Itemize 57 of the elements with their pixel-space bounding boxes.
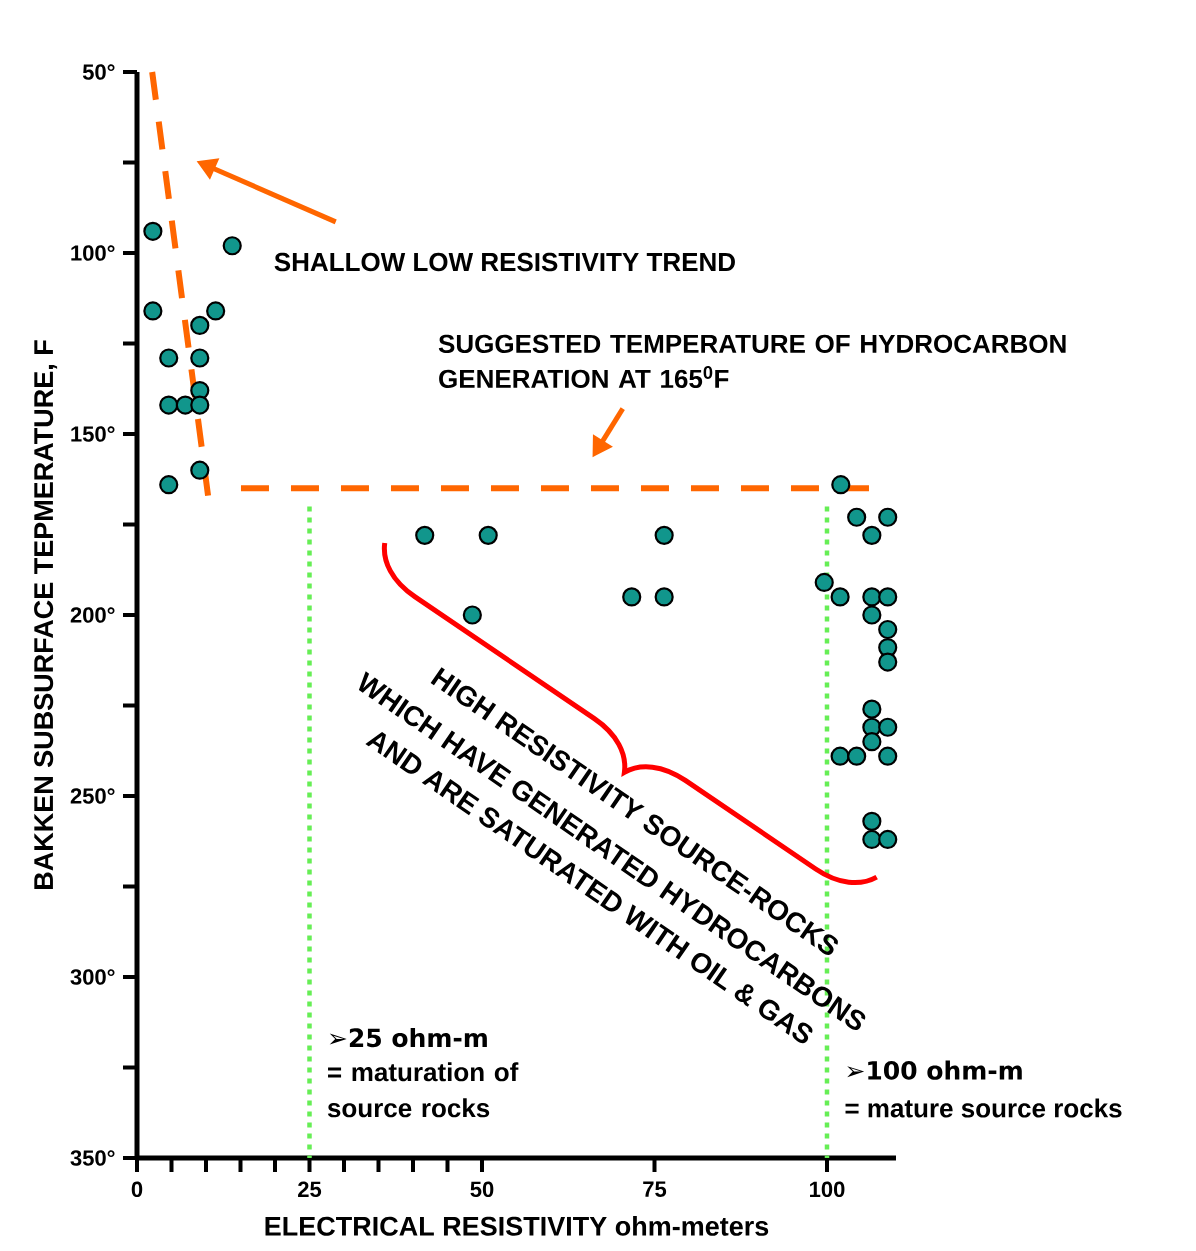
point [143,221,163,241]
x-axis-title: ELECTRICAL RESISTIVITY ohm-meters [265,1215,769,1236]
y-tick-label: 250° [70,788,115,804]
point [878,717,898,737]
x-tick-label: 25 [298,1181,322,1198]
point [847,507,867,527]
y-tick-label: 350° [70,1150,115,1166]
x-tick-label: 0 [131,1181,143,1198]
annotation: = maturation of source rocks [327,1062,519,1118]
point [878,507,898,527]
y-tick-label: 100° [71,245,115,261]
point [222,236,242,256]
point [830,587,850,607]
point [159,395,179,415]
point [878,587,898,607]
point [143,301,163,321]
annotation: SUGGESTED TEMPERATURE OF HYDROCARBON GENERATION AT 165$^{0}$F [438,334,1066,389]
y-tick-label: 300° [70,969,115,985]
point [878,746,898,766]
point [862,811,882,831]
ref-line-label: ➢25 ohm-m [329,1027,487,1048]
point [862,587,882,607]
y-tick-label: 50° [82,64,115,80]
point [814,572,834,593]
annotation: SHALLOW LOW RESISTIVITY TREND [274,252,735,272]
point [878,652,898,672]
x-tick-label: 50 [470,1181,494,1198]
point [862,829,882,850]
point [159,475,179,495]
point [622,587,642,607]
point [478,525,498,545]
point [654,525,674,545]
point [862,732,882,752]
point [878,619,898,640]
point [190,395,210,415]
point [190,315,210,336]
y-axis-title: BAKKEN SUBSURFACE TEPMERATURE, F [34,340,58,889]
point [206,301,226,321]
point [190,460,210,480]
annotation: = mature source rocks [845,1098,1122,1118]
point [847,746,867,766]
x-tick-label: 75 [643,1181,667,1197]
y-tick-label: 200° [70,607,115,623]
point [878,829,898,850]
point [831,475,851,495]
point [830,746,850,766]
x-tick-label: 100 [810,1181,845,1198]
point [654,587,674,607]
point [862,525,882,545]
point [862,605,882,625]
point [159,348,179,368]
y-tick-label: 150° [71,426,115,442]
point [462,605,482,625]
point [190,348,210,368]
point [415,525,435,545]
ref-line-label: ➢100 ohm-m [847,1060,1022,1080]
point [862,699,882,719]
